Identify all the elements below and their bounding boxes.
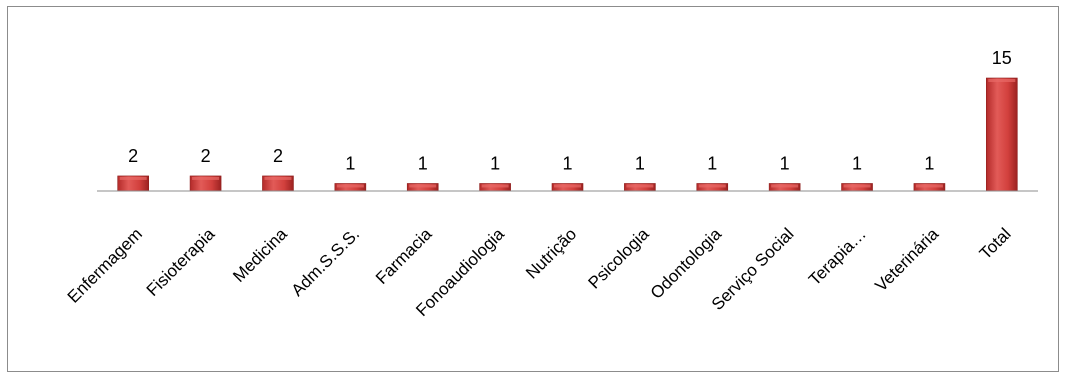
bar-0	[117, 175, 149, 192]
bar-12	[986, 77, 1018, 192]
bar-11	[913, 183, 946, 192]
data-label: 1	[924, 153, 934, 173]
data-label: 15	[992, 48, 1012, 68]
data-label: 2	[273, 146, 283, 166]
data-label: 1	[345, 153, 355, 173]
bar-5	[479, 183, 511, 192]
data-label: 1	[707, 153, 717, 173]
x-tick-label: Farmacia	[372, 224, 436, 288]
bar-bevel	[771, 184, 799, 188]
bar-bevel	[119, 176, 147, 180]
bar-1	[189, 175, 222, 192]
bar-3	[334, 183, 367, 192]
data-label: 1	[562, 153, 572, 173]
bar-4	[406, 183, 439, 192]
x-tick-label: Psicologia	[584, 224, 653, 293]
bar-bevel	[843, 184, 871, 188]
bar-bevel	[554, 184, 581, 188]
data-label: 2	[128, 146, 138, 166]
chart-frame	[7, 6, 1059, 372]
bar-9	[768, 183, 801, 192]
bar-bevel	[264, 176, 292, 180]
data-label: 1	[635, 153, 645, 173]
bar-bevel	[336, 184, 364, 188]
x-tick-label: Medicina	[229, 224, 291, 286]
bar-bevel	[481, 184, 509, 188]
x-tick-label: Nutrição	[522, 224, 580, 282]
data-label: 1	[418, 153, 428, 173]
bar-bevel	[626, 184, 654, 188]
bar-bevel	[915, 184, 943, 188]
bar-rect	[986, 77, 1018, 192]
bar-bevel	[409, 184, 437, 188]
bar-6	[551, 183, 584, 192]
x-tick-label: Total	[976, 224, 1015, 263]
x-tick-label: Fisioterapia	[143, 224, 219, 300]
x-tick-label: Odontologia	[647, 224, 726, 303]
bar-7	[624, 183, 656, 192]
bar-8	[696, 183, 729, 192]
x-tick-label: Terapia…	[805, 224, 870, 289]
x-tick-label: Veterinária	[871, 224, 942, 295]
data-label: 2	[201, 146, 211, 166]
x-tick-label: Enfermagem	[64, 224, 146, 306]
data-label: 1	[852, 153, 862, 173]
bar-bevel	[698, 184, 726, 188]
bar-bevel	[192, 176, 220, 180]
data-label: 1	[490, 153, 500, 173]
bar-10	[841, 183, 873, 192]
bar-2	[262, 175, 294, 192]
data-label: 1	[780, 153, 790, 173]
x-tick-label: Adm.S.S.S.	[288, 224, 364, 300]
bar-bevel	[988, 79, 1016, 82]
